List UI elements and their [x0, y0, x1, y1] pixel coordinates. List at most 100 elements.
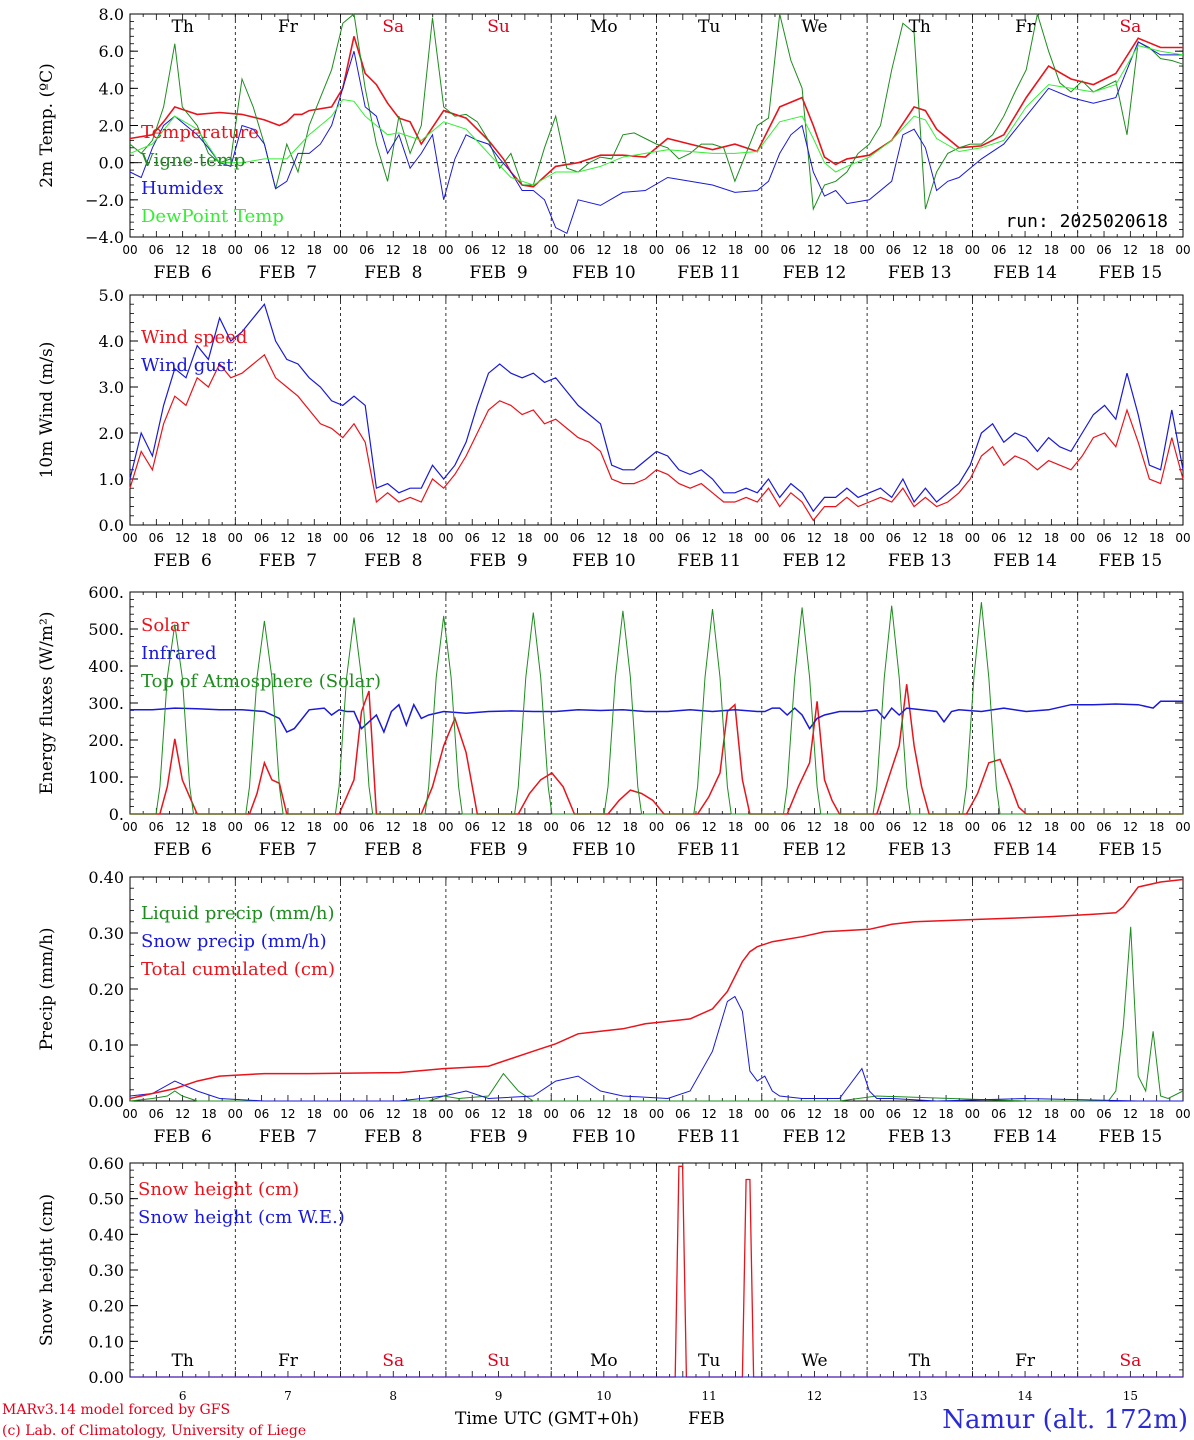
weekday-label: Th — [909, 1351, 931, 1371]
hour-label: 18 — [307, 1107, 322, 1121]
hour-label: 18 — [728, 820, 743, 834]
day-number: 9 — [495, 1389, 503, 1403]
hour-label: 06 — [465, 243, 480, 257]
hour-label: 12 — [386, 243, 401, 257]
date-label: FEB 15 — [1098, 840, 1162, 860]
hour-label: 12 — [386, 1107, 401, 1121]
hour-label: 06 — [1096, 820, 1111, 834]
hour-label: 12 — [807, 531, 822, 545]
date-label: FEB 10 — [572, 1127, 636, 1147]
hour-label: 12 — [175, 531, 190, 545]
series-line — [129, 302, 1184, 513]
hour-label: 00 — [965, 531, 980, 545]
hour-label: 12 — [1123, 1107, 1138, 1121]
hour-label: 00 — [859, 531, 874, 545]
weekday-label: Th — [172, 1351, 194, 1371]
weekday-label: Sa — [382, 1351, 404, 1371]
hour-label: 12 — [912, 820, 927, 834]
date-label: FEB 12 — [783, 1127, 847, 1147]
hour-label: 00 — [228, 820, 243, 834]
y-tick-label: 4.0 — [99, 79, 124, 98]
y-tick-label: 0.00 — [88, 1092, 124, 1111]
day-number: 10 — [596, 1389, 611, 1403]
hour-label: 00 — [438, 531, 453, 545]
hour-label: 12 — [702, 243, 717, 257]
legend-entry: Humidex — [141, 178, 223, 199]
legend-entry: DewPoint Temp — [141, 206, 284, 227]
footer-lab-credit: (c) Lab. of Climatology, University of L… — [2, 1423, 306, 1439]
legend-entry: Snow height (cm) — [138, 1179, 299, 1200]
weekday-label: Mo — [590, 17, 618, 37]
day-number: 11 — [702, 1389, 717, 1403]
hour-label: 18 — [201, 1107, 216, 1121]
panel-2: 5.0 4.0 3.0 2.0 1.0 0.0 10m Wind (m/s) Wind spe… — [37, 286, 1191, 571]
hour-label: 00 — [1070, 243, 1085, 257]
hour-label: 18 — [201, 531, 216, 545]
hour-label: 12 — [702, 820, 717, 834]
hour-label: 18 — [833, 820, 848, 834]
hour-label: 18 — [938, 243, 953, 257]
hour-label: 06 — [780, 531, 795, 545]
y-tick-label: 4.0 — [99, 332, 124, 351]
y-tick-label: 600. — [88, 583, 124, 602]
weekday-label: Su — [487, 1351, 510, 1371]
hour-label: 06 — [991, 531, 1006, 545]
hour-label: 06 — [359, 1107, 374, 1121]
hour-label: 18 — [938, 1107, 953, 1121]
hour-label: 00 — [122, 1107, 137, 1121]
weekday-label: Sa — [1119, 1351, 1141, 1371]
hour-label: 06 — [465, 531, 480, 545]
x-axis-title: Time UTC (GMT+0h) — [455, 1409, 639, 1429]
hour-label: 06 — [570, 820, 585, 834]
date-label: FEB 11 — [677, 551, 741, 571]
hour-label: 12 — [491, 1107, 506, 1121]
hour-label: 00 — [544, 243, 559, 257]
date-label: FEB 6 — [153, 840, 211, 860]
hour-label: 06 — [780, 243, 795, 257]
date-label: FEB 12 — [783, 551, 847, 571]
hour-label: 12 — [1123, 243, 1138, 257]
hour-label: 06 — [465, 1107, 480, 1121]
hour-label: 18 — [1149, 1107, 1164, 1121]
weekday-label: Su — [487, 17, 510, 37]
station-name: Namur (alt. 172m) — [942, 1405, 1188, 1435]
panel-1: 8.0 6.0 4.0 2.0 0.0 −2.0 −4.0 2m Temp. (ºC) Temp… — [37, 5, 1191, 283]
hour-label: 00 — [965, 243, 980, 257]
hour-label: 18 — [1044, 1107, 1059, 1121]
y-tick-label: 2.0 — [99, 424, 124, 443]
hour-label: 18 — [201, 243, 216, 257]
weekday-label: We — [801, 1351, 827, 1371]
y-tick-label: 0.40 — [88, 1225, 124, 1244]
hour-label: 12 — [1123, 820, 1138, 834]
y-axis-title: 10m Wind (m/s) — [37, 342, 57, 479]
hour-label: 18 — [623, 1107, 638, 1121]
hour-label: 06 — [254, 1107, 269, 1121]
hour-label: 12 — [280, 1107, 295, 1121]
panel-4: 0.40 0.30 0.20 0.10 0.00 Precip (mm/h) Liquid … — [37, 868, 1191, 1147]
y-tick-label: 500. — [88, 620, 124, 639]
hour-label: 18 — [517, 531, 532, 545]
y-tick-label: 6.0 — [99, 42, 124, 61]
date-label: FEB 14 — [993, 551, 1057, 571]
hour-label: 00 — [1070, 1107, 1085, 1121]
date-label: FEB 6 — [153, 263, 211, 283]
hour-label: 12 — [807, 1107, 822, 1121]
hour-label: 12 — [912, 531, 927, 545]
hour-label: 00 — [754, 820, 769, 834]
hour-label: 18 — [412, 531, 427, 545]
panels: 8.0 6.0 4.0 2.0 0.0 −2.0 −4.0 2m Temp. (ºC) Temp… — [37, 5, 1191, 1403]
panel-5: 0.60 0.50 0.40 0.30 0.20 0.10 0.00 Snow height … — [37, 1154, 1184, 1403]
y-tick-label: 300. — [88, 694, 124, 713]
hour-label: 00 — [859, 243, 874, 257]
hour-label: 18 — [517, 1107, 532, 1121]
hour-label: 18 — [833, 1107, 848, 1121]
hour-label: 18 — [728, 243, 743, 257]
day-number: 14 — [1017, 1389, 1033, 1403]
date-label: FEB 13 — [888, 1127, 952, 1147]
hour-label: 06 — [780, 1107, 795, 1121]
series-line — [130, 700, 1183, 735]
date-label: FEB 7 — [259, 551, 317, 571]
y-tick-label: 0.30 — [88, 1261, 124, 1280]
date-label: FEB 15 — [1098, 1127, 1162, 1147]
